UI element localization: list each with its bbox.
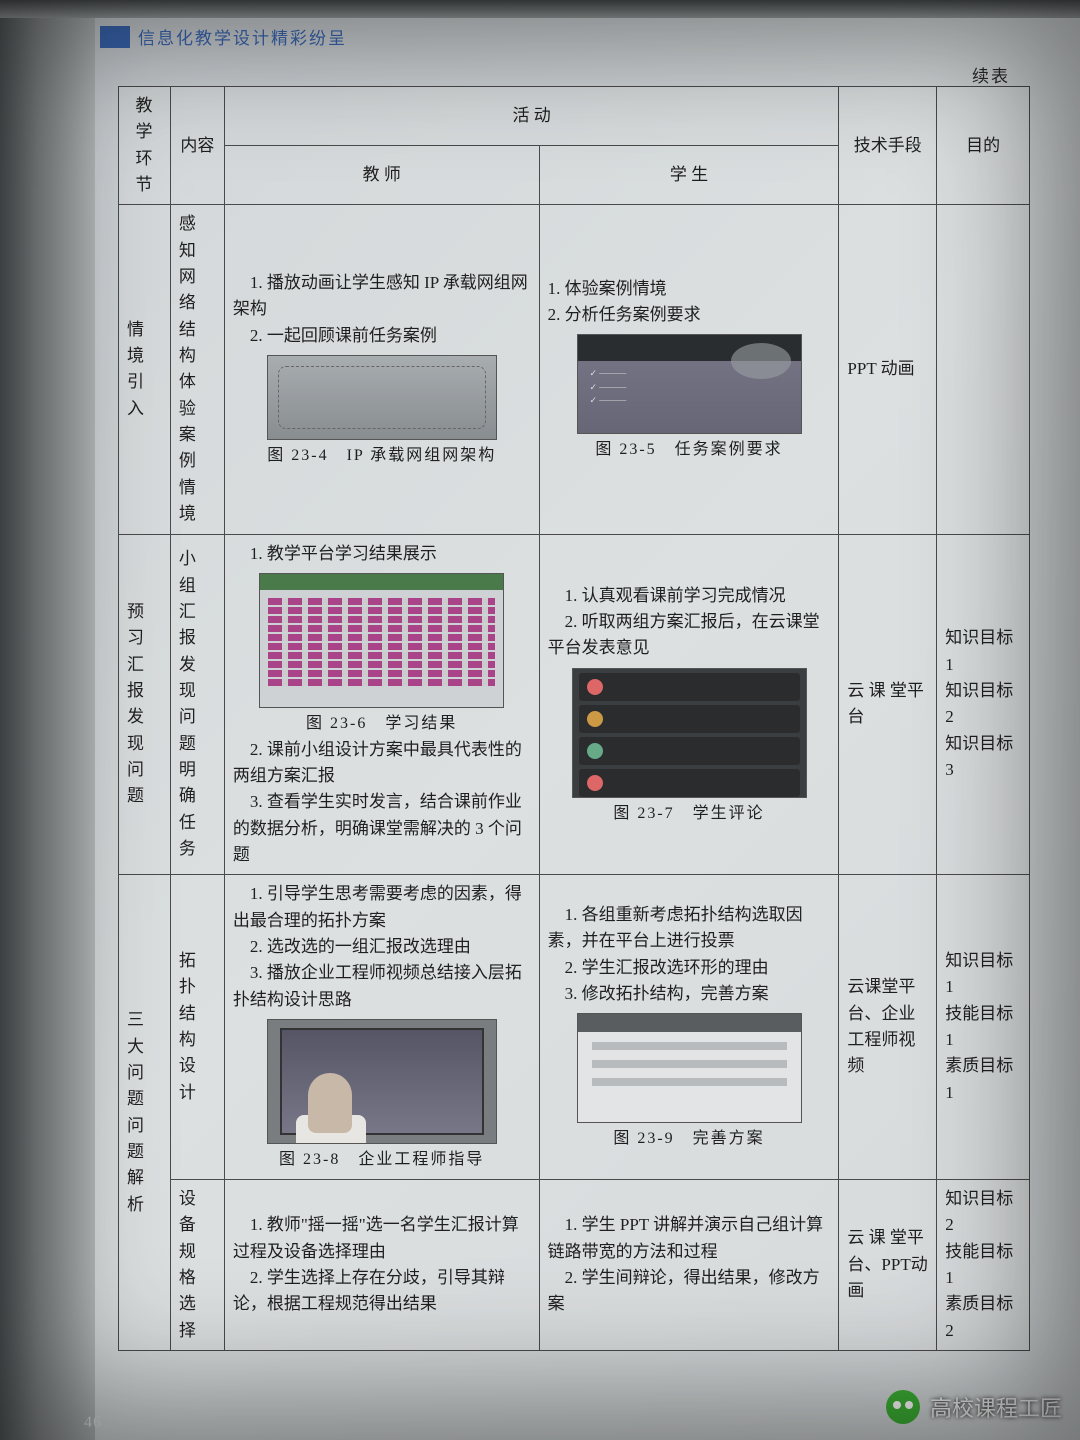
figure-caption: 图 23-4 IP 承载网组网架构 (233, 444, 531, 469)
tech-cell: 云 课 堂平 台、PPT动画 (839, 1179, 937, 1350)
teacher-cell: 1. 教学平台学习结果展示 图 23-6 学习结果 2. 课前小组设计方案中最具… (224, 534, 539, 875)
th-tech: 技术手段 (839, 87, 937, 205)
content-cell: 设备规格选择 (170, 1179, 224, 1350)
cell-text: 2. 一起回顾课前任务案例 (233, 323, 531, 349)
tech-cell: 云 课 堂平台 (839, 534, 937, 875)
student-cell: 1. 学生 PPT 讲解并演示自己组计算链路带宽的方法和过程 2. 学生间辩论，… (539, 1179, 839, 1350)
page-binding-shadow (0, 0, 95, 1440)
cell-text: 2. 选改选的一组汇报改选理由 (233, 934, 531, 960)
wechat-icon (886, 1390, 920, 1424)
figure-23-9 (577, 1013, 802, 1123)
cell-text: 1. 各组重新考虑拓扑结构选取因素，并在平台上进行投票 (548, 902, 831, 955)
table-row: 设备规格选择 1. 教师"摇一摇"选一名学生汇报计算过程及设备选择理由 2. 学… (119, 1179, 1030, 1350)
goal-cell (937, 205, 1030, 534)
th-activity: 活 动 (224, 87, 839, 146)
lesson-plan-table: 教学 环节 内容 活 动 技术手段 目的 教 师 学 生 情境引入 感知网络结构… (118, 86, 1030, 1351)
teacher-cell: 1. 播放动画让学生感知 IP 承载网组网架构 2. 一起回顾课前任务案例 图 … (224, 205, 539, 534)
student-cell: 1. 体验案例情境 2. 分析任务案例要求 ✓ ———✓ ———✓ ——— 图 … (539, 205, 839, 534)
figure-23-6 (259, 573, 504, 708)
content-cell: 小组汇报发现问题明确任务 (170, 534, 224, 875)
segment-cell: 预习汇报发现问题 (119, 534, 171, 875)
header-accent-bar (100, 26, 130, 48)
tech-cell: 云课堂平台、企业工程师视频 (839, 875, 937, 1180)
page-top-shadow (0, 0, 1080, 18)
watermark: 高校课程工匠 (886, 1390, 1062, 1424)
cell-text: 1. 引导学生思考需要考虑的因素，得出最合理的拓扑方案 (233, 881, 531, 934)
goal-cell: 知识目标 2 技能目标 1 素质目标 2 (937, 1179, 1030, 1350)
cell-text: 1. 认真观看课前学习完成情况 (548, 583, 831, 609)
segment-cell: 三大问题问题解析 (119, 875, 171, 1351)
figure-caption: 图 23-8 企业工程师指导 (233, 1148, 531, 1173)
cell-text: 2. 学生选择上存在分歧，引导其辩论，根据工程规范得出结果 (233, 1265, 531, 1318)
figure-23-8 (267, 1019, 497, 1144)
page-number: 46 (84, 1414, 102, 1432)
student-cell: 1. 认真观看课前学习完成情况 2. 听取两组方案汇报后，在云课堂平台发表意见 … (539, 534, 839, 875)
watermark-text: 高校课程工匠 (930, 1391, 1062, 1423)
figure-23-7 (572, 668, 807, 798)
th-content: 内容 (170, 87, 224, 205)
cell-text: 1. 教学平台学习结果展示 (233, 541, 531, 567)
figure-23-5: ✓ ———✓ ———✓ ——— (577, 334, 802, 434)
th-goal: 目的 (937, 87, 1030, 205)
cell-text: 1. 体验案例情境 (548, 276, 831, 302)
cell-text: 2. 学生间辩论，得出结果，修改方案 (548, 1265, 831, 1318)
continued-label: 续表 (972, 62, 1010, 87)
cell-text: 3. 查看学生实时发言，结合课前作业的数据分析，明确课堂需解决的 3 个问题 (233, 789, 531, 868)
running-header: 信息化教学设计精彩纷呈 (100, 24, 347, 49)
goal-cell: 知识目标 1 技能目标 1 素质目标 1 (937, 875, 1030, 1180)
content-cell: 拓扑结构设计 (170, 875, 224, 1180)
figure-caption: 图 23-5 任务案例要求 (548, 438, 831, 463)
figure-caption: 图 23-9 完善方案 (548, 1127, 831, 1152)
cell-text: 3. 播放企业工程师视频总结接入层拓扑结构设计思路 (233, 960, 531, 1013)
teacher-cell: 1. 引导学生思考需要考虑的因素，得出最合理的拓扑方案 2. 选改选的一组汇报改… (224, 875, 539, 1180)
table-row: 三大问题问题解析 拓扑结构设计 1. 引导学生思考需要考虑的因素，得出最合理的拓… (119, 875, 1030, 1180)
cell-text: 1. 学生 PPT 讲解并演示自己组计算链路带宽的方法和过程 (548, 1212, 831, 1265)
cell-text: 2. 听取两组方案汇报后，在云课堂平台发表意见 (548, 609, 831, 662)
cell-text: 2. 分析任务案例要求 (548, 302, 831, 328)
teacher-cell: 1. 教师"摇一摇"选一名学生汇报计算过程及设备选择理由 2. 学生选择上存在分… (224, 1179, 539, 1350)
th-student: 学 生 (539, 146, 839, 205)
content-cell: 感知网络结构体验案例情境 (170, 205, 224, 534)
figure-23-4 (267, 355, 497, 440)
figure-caption: 图 23-7 学生评论 (548, 802, 831, 827)
th-segment: 教学 环节 (119, 87, 171, 205)
table-row: 情境引入 感知网络结构体验案例情境 1. 播放动画让学生感知 IP 承载网组网架… (119, 205, 1030, 534)
th-teacher: 教 师 (224, 146, 539, 205)
goal-cell: 知识目标 1 知识目标 2 知识目标 3 (937, 534, 1030, 875)
cell-text: 1. 播放动画让学生感知 IP 承载网组网架构 (233, 270, 531, 323)
cell-text: 2. 课前小组设计方案中最具代表性的两组方案汇报 (233, 737, 531, 790)
figure-caption: 图 23-6 学习结果 (233, 712, 531, 737)
table-row: 预习汇报发现问题 小组汇报发现问题明确任务 1. 教学平台学习结果展示 图 23… (119, 534, 1030, 875)
cell-text: 2. 学生汇报改选环形的理由 (548, 955, 831, 981)
student-cell: 1. 各组重新考虑拓扑结构选取因素，并在平台上进行投票 2. 学生汇报改选环形的… (539, 875, 839, 1180)
tech-cell: PPT 动画 (839, 205, 937, 534)
segment-cell: 情境引入 (119, 205, 171, 534)
cell-text: 1. 教师"摇一摇"选一名学生汇报计算过程及设备选择理由 (233, 1212, 531, 1265)
cell-text: 3. 修改拓扑结构，完善方案 (548, 981, 831, 1007)
header-title: 信息化教学设计精彩纷呈 (138, 24, 347, 49)
